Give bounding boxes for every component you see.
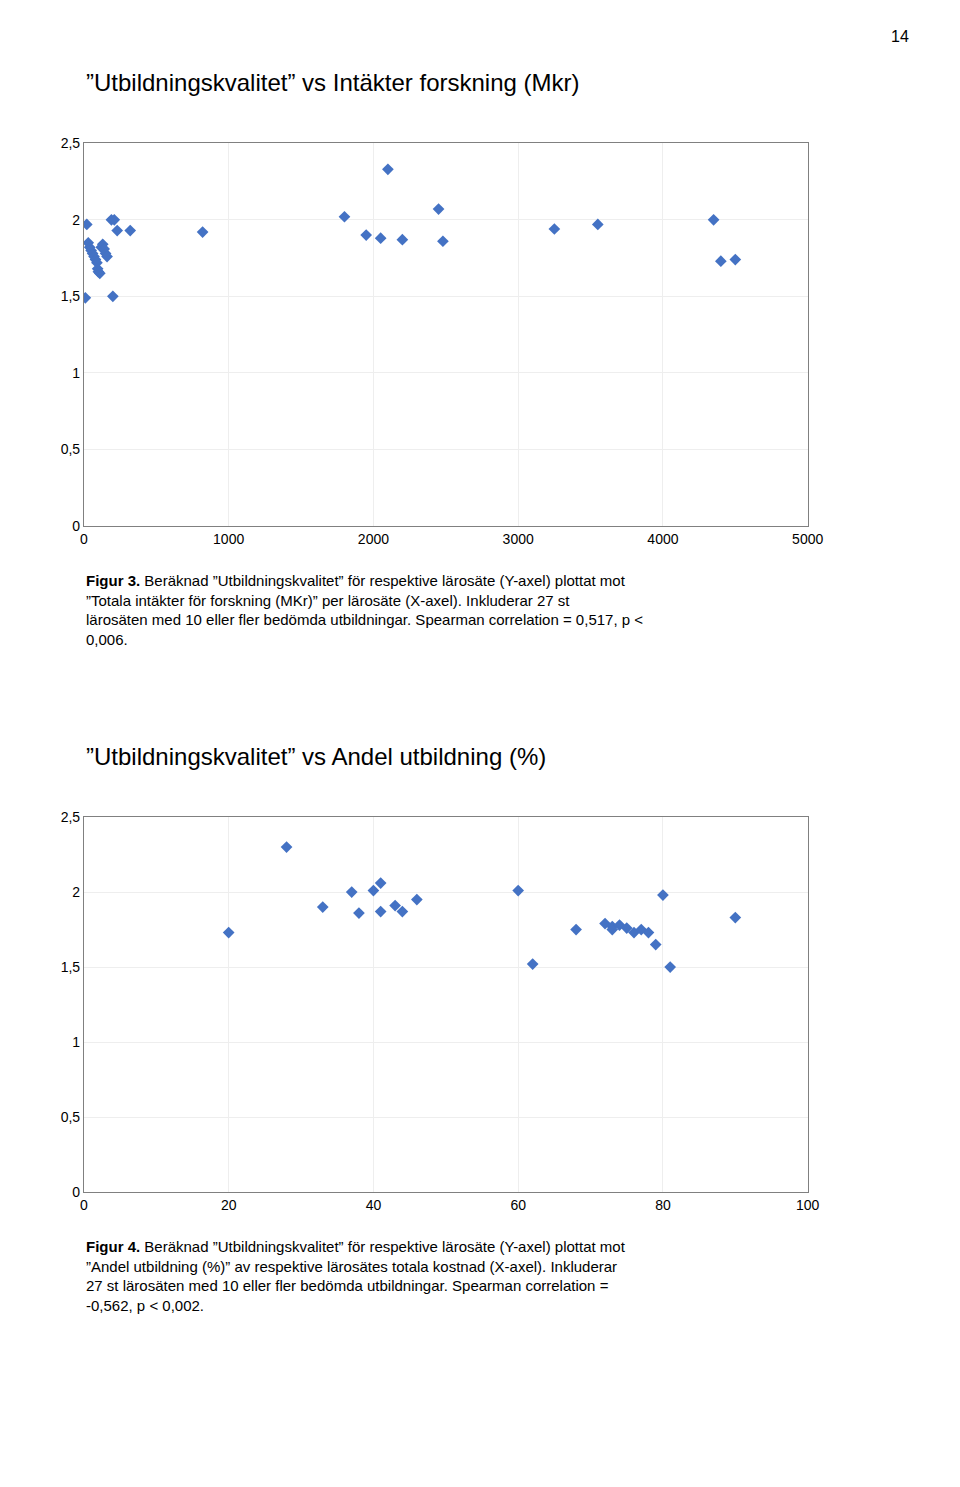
svg-text:2,5: 2,5 xyxy=(61,135,81,151)
svg-text:0: 0 xyxy=(80,531,88,547)
svg-text:1: 1 xyxy=(72,1034,80,1050)
svg-text:”Utbildningskvalitet” vs Intäk: ”Utbildningskvalitet” vs Intäkter forskn… xyxy=(86,69,579,96)
svg-text:Figur 4. Beräknad ”Utbildnings: Figur 4. Beräknad ”Utbildningskvalitet” … xyxy=(86,1238,626,1314)
svg-text:1000: 1000 xyxy=(213,531,244,547)
svg-text:2,5: 2,5 xyxy=(61,809,81,825)
svg-text:60: 60 xyxy=(510,1197,526,1213)
svg-text:14: 14 xyxy=(891,28,909,45)
svg-text:1,5: 1,5 xyxy=(61,288,81,304)
svg-text:0: 0 xyxy=(80,1197,88,1213)
svg-text:80: 80 xyxy=(655,1197,671,1213)
svg-text:1,5: 1,5 xyxy=(61,959,81,975)
svg-text:Figur 3. Beräknad ”Utbildnings: Figur 3. Beräknad ”Utbildningskvalitet” … xyxy=(86,572,643,648)
svg-text:100: 100 xyxy=(796,1197,820,1213)
svg-text:1: 1 xyxy=(72,365,80,381)
svg-text:2: 2 xyxy=(72,884,80,900)
svg-text:0: 0 xyxy=(72,518,80,534)
svg-text:2: 2 xyxy=(72,212,80,228)
svg-text:5000: 5000 xyxy=(792,531,823,547)
svg-text:4000: 4000 xyxy=(647,531,678,547)
svg-text:20: 20 xyxy=(221,1197,237,1213)
svg-text:2000: 2000 xyxy=(358,531,389,547)
svg-text:3000: 3000 xyxy=(503,531,534,547)
svg-text:0: 0 xyxy=(72,1184,80,1200)
svg-text:0,5: 0,5 xyxy=(61,1109,81,1125)
svg-text:40: 40 xyxy=(366,1197,382,1213)
svg-text:”Utbildningskvalitet” vs Andel: ”Utbildningskvalitet” vs Andel utbildnin… xyxy=(86,743,546,770)
svg-text:0,5: 0,5 xyxy=(61,441,81,457)
